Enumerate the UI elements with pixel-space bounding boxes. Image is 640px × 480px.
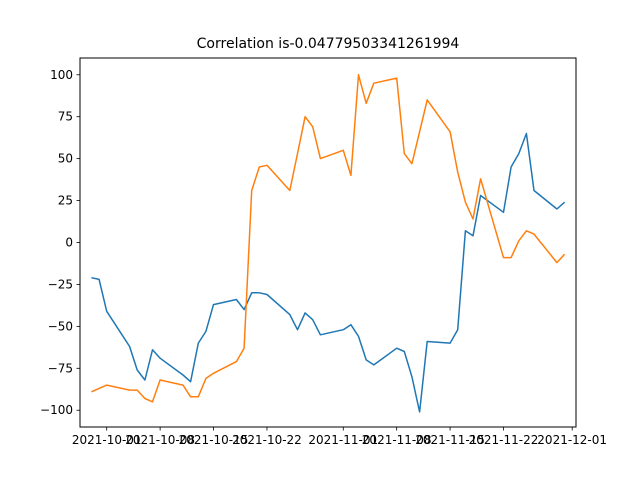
x-tick-label: 2021-11-15 <box>415 433 485 447</box>
y-tick-label: 0 <box>65 236 73 250</box>
y-tick-label: 75 <box>58 110 73 124</box>
x-tick-label: 2021-10-22 <box>232 433 302 447</box>
y-tick-label: 50 <box>58 152 73 166</box>
x-tick-label: 2021-12-01 <box>537 433 607 447</box>
plot-frame <box>79 57 577 428</box>
y-tick-label: −100 <box>40 403 73 417</box>
x-tick-label: 2021-11-01 <box>308 433 378 447</box>
y-tick-label: 100 <box>50 68 73 82</box>
series-line-1 <box>91 132 566 413</box>
series-line-2 <box>91 74 566 403</box>
x-tick-label: 2021-11-08 <box>362 433 432 447</box>
y-tick-label: −75 <box>48 361 73 375</box>
x-tick-label: 2021-10-01 <box>72 433 142 447</box>
y-tick-label: −50 <box>48 319 73 333</box>
series-layer <box>91 74 566 413</box>
y-tick-label: −25 <box>48 277 73 291</box>
y-tick-label: 25 <box>58 194 73 208</box>
x-axis: 2021-10-012021-10-082021-10-152021-10-22… <box>72 427 607 447</box>
x-tick-label: 2021-11-22 <box>469 433 539 447</box>
chart-title: Correlation is-0.04779503341261994 <box>197 36 460 52</box>
x-tick-label: 2021-10-15 <box>179 433 249 447</box>
y-axis: −100 −75 −50 −25 0 25 50 75 100 <box>40 68 80 417</box>
x-tick-label: 2021-10-08 <box>125 433 195 447</box>
